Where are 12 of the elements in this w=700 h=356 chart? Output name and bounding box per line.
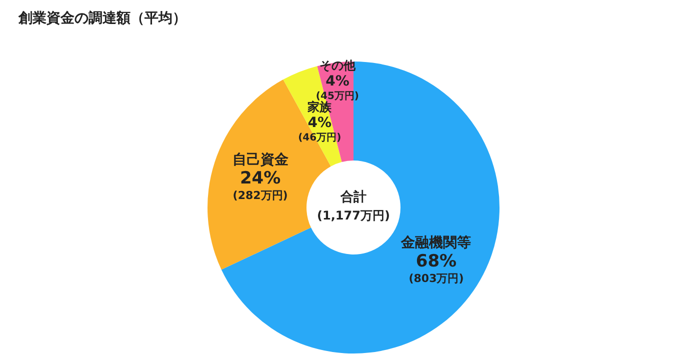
text: 合計 [340,189,366,205]
chart-title: 創業資金の調達額（平均） [18,10,186,26]
data-label: 24% [240,168,281,189]
text: (1,177万円) [317,208,390,222]
data-label: 4% [326,74,350,90]
slice-label: 自己資金 [232,152,290,168]
text: (803万円) [408,272,464,286]
data-label: 68% [416,252,457,272]
text: (46万円) [298,132,342,144]
slice-label: 金融機関等 [400,235,472,252]
text: (282万円) [232,189,288,202]
data-label: 4% [308,114,332,131]
